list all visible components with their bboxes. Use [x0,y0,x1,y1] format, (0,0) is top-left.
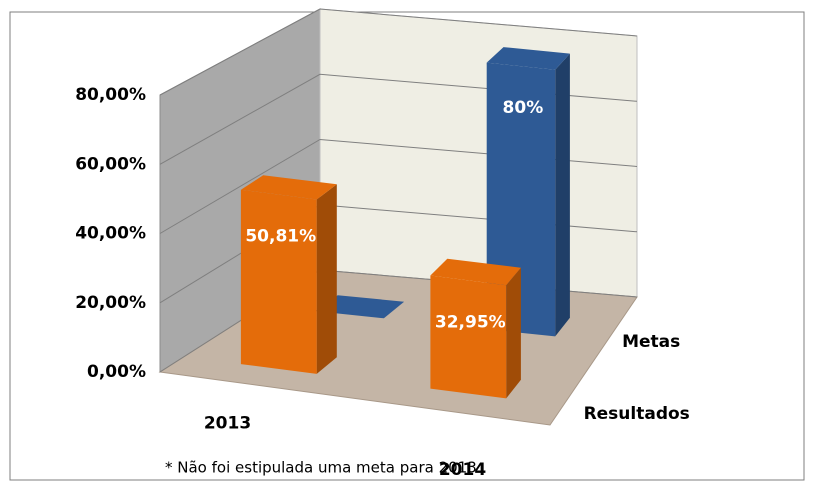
grid-line [159,8,638,96]
data-label: 80% [503,98,544,118]
y-tick-label: 60,00% [75,154,146,174]
x-tick-label: 2014 [439,460,486,480]
bar [430,275,507,399]
series-label: Metas [622,332,680,352]
y-tick-label: 40,00% [75,224,146,244]
bar-top [240,175,337,200]
data-label: 32,95% [435,312,506,332]
bar-side [316,184,337,374]
series-label: Resultados [584,404,690,424]
bar-top [430,258,521,286]
bar-top [486,47,570,70]
y-tick-label: 80,00% [75,85,146,105]
bar [240,189,317,374]
data-label: 50,81% [245,227,316,247]
bar-side [555,53,570,337]
annotation: * Não foi estipulada uma meta para 2013. [165,459,482,477]
y-tick-label: 20,00% [75,293,146,313]
x-tick-label: 2013 [204,413,251,433]
bar-side [506,267,521,399]
y-tick-label: 0,00% [87,362,146,382]
bar-top [315,295,405,319]
